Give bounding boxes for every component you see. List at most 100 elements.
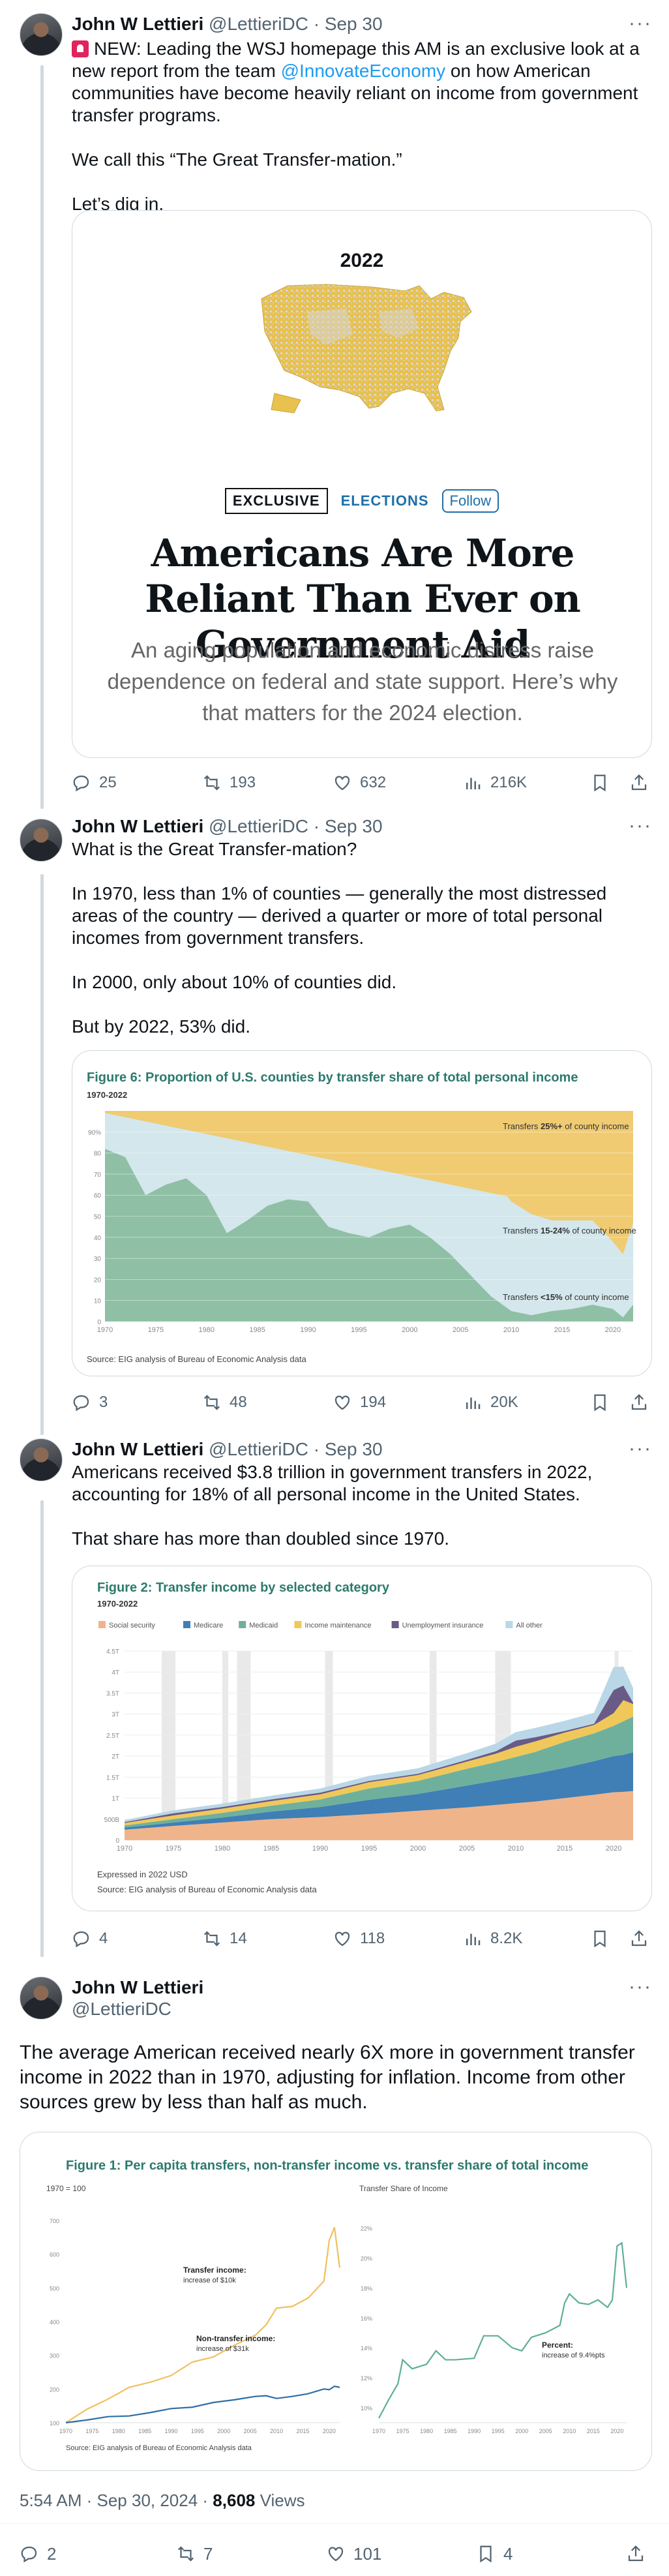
reply-count: 4: [99, 1930, 108, 1947]
reply-count: 3: [99, 1393, 108, 1411]
views-icon: [466, 1933, 481, 1945]
more-options-icon[interactable]: ···: [629, 815, 652, 836]
repost-button[interactable]: 48: [202, 1389, 247, 1416]
share-button[interactable]: [626, 2541, 646, 2567]
views-button[interactable]: 216K: [463, 770, 527, 796]
like-button[interactable]: 632: [333, 770, 386, 796]
figure-2-card[interactable]: Figure 2: Transfer income by selected ca…: [72, 1566, 652, 1911]
repost-button[interactable]: 14: [202, 1926, 247, 1952]
like-button[interactable]: 194: [333, 1389, 386, 1416]
like-button[interactable]: 101: [326, 2541, 381, 2567]
figure-6-card[interactable]: Figure 6: Proportion of U.S. counties by…: [72, 1050, 652, 1376]
repost-icon: [203, 775, 220, 791]
area-under-15: [105, 1149, 633, 1322]
avatar[interactable]: [20, 1438, 63, 1481]
x-tick-label: 2020: [605, 1326, 621, 1334]
repost-count: 7: [203, 2543, 213, 2564]
more-options-icon[interactable]: ···: [629, 1438, 652, 1459]
follow-button[interactable]: Follow: [441, 489, 499, 513]
chart-subtitle: 1970-2022: [87, 1090, 128, 1100]
y-tick-label: 600: [50, 2252, 59, 2258]
views-count: 8.2K: [490, 1930, 523, 1947]
main-tweet-text: The average American received nearly 6X …: [20, 2042, 635, 2113]
bookmark-button[interactable]: [590, 770, 610, 796]
legend-label: Income maintenance: [305, 1622, 371, 1629]
timestamp[interactable]: Sep 30: [324, 14, 383, 34]
views-button[interactable]: 20K: [463, 1389, 518, 1416]
y-tick-label: 80: [94, 1151, 102, 1158]
tweet-header: John W Lettieri @LettieriDC · Sep 30: [72, 13, 383, 35]
chart-source: Source: EIG analysis of Bureau of Econom…: [66, 2444, 252, 2452]
timestamp[interactable]: Sep 30: [324, 1439, 383, 1459]
x-tick-label: 1990: [312, 1845, 328, 1853]
author-name[interactable]: John W Lettieri: [72, 14, 204, 34]
bookmark-button[interactable]: [590, 1926, 610, 1952]
x-tick-label: 2010: [503, 1326, 519, 1334]
legend-swatch: [183, 1621, 190, 1628]
wsj-article-card[interactable]: 2022 EXCLUSIVE ELECTIONS Follow American…: [72, 210, 652, 758]
share-button[interactable]: [629, 770, 649, 796]
author-handle[interactable]: @LettieriDC: [72, 1999, 171, 2019]
annotation-bold: Transfer income:: [183, 2265, 246, 2275]
tweet-actions: 4 14 118 8.2K: [72, 1926, 652, 1952]
y-tick-label: 4.5T: [106, 1648, 119, 1656]
tweet-header: John W Lettieri @LettieriDC · Sep 30: [72, 815, 383, 838]
reply-button[interactable]: 4: [72, 1926, 108, 1952]
post-timestamp[interactable]: 5:54 AM · Sep 30, 2024 · 8,608 Views: [20, 2491, 305, 2510]
y-tick-label: 2T: [112, 1753, 119, 1761]
annotation-text: of county income: [570, 1226, 636, 1235]
thread-connector: [40, 65, 44, 809]
annotation-text: increase of 9.4%pts: [542, 2352, 605, 2359]
share-button[interactable]: [629, 1389, 649, 1416]
bookmark-button[interactable]: 4: [476, 2541, 513, 2567]
views-count: 20K: [490, 1393, 518, 1411]
repost-button[interactable]: 193: [202, 770, 256, 796]
x-tick-label: 2005: [244, 2428, 257, 2434]
y-tick-label: 200: [50, 2386, 59, 2393]
x-tick-label: 1970: [59, 2428, 72, 2434]
timestamp[interactable]: Sep 30: [324, 816, 383, 836]
y-tick-label: 12%: [361, 2375, 372, 2382]
x-tick-label: 2020: [606, 1845, 621, 1853]
views-icon: [466, 1397, 481, 1409]
x-tick-label: 2005: [539, 2428, 552, 2434]
views-button[interactable]: 8.2K: [463, 1926, 522, 1952]
avatar[interactable]: [20, 819, 63, 862]
author-handle[interactable]: @LettieriDC: [209, 1439, 308, 1459]
legend-swatch: [98, 1621, 106, 1628]
panel-label: 1970 = 100: [46, 2184, 86, 2193]
y-tick-label: 40: [94, 1235, 102, 1242]
author-name[interactable]: John W Lettieri: [72, 1977, 204, 1997]
badge-row: EXCLUSIVE ELECTIONS Follow: [72, 488, 651, 514]
reply-button[interactable]: 2: [20, 2541, 56, 2567]
author-name[interactable]: John W Lettieri: [72, 1439, 204, 1459]
like-button[interactable]: 118: [333, 1926, 385, 1952]
x-tick-label: 1985: [263, 1845, 279, 1853]
reply-icon: [73, 1931, 89, 1948]
share-button[interactable]: [629, 1926, 649, 1952]
reply-button[interactable]: 25: [72, 770, 117, 796]
x-tick-label: 1990: [165, 2428, 178, 2434]
separator: ·: [313, 1439, 320, 1459]
legend-label: Social security: [109, 1622, 155, 1629]
author-name[interactable]: John W Lettieri: [72, 816, 204, 836]
author-handle[interactable]: @LettieriDC: [209, 14, 308, 34]
bookmark-icon: [594, 1930, 606, 1948]
x-tick-label: 1995: [361, 1845, 377, 1853]
avatar[interactable]: [20, 13, 63, 56]
figure-1-card[interactable]: Figure 1: Per capita transfers, non-tran…: [20, 2132, 652, 2471]
x-tick-label: 1980: [420, 2428, 433, 2434]
series-line: [378, 2241, 628, 2419]
author-handle[interactable]: @LettieriDC: [209, 816, 308, 836]
reply-button[interactable]: 3: [72, 1389, 108, 1416]
avatar[interactable]: [20, 1977, 63, 2020]
bookmark-button[interactable]: [590, 1389, 610, 1416]
mention-link[interactable]: @InnovateEconomy: [280, 61, 446, 81]
area-medicaid: [125, 1716, 633, 1828]
repost-button[interactable]: 7: [176, 2541, 213, 2567]
recession-band: [222, 1651, 228, 1840]
more-options-icon[interactable]: ···: [629, 1976, 652, 1997]
repost-count: 48: [230, 1393, 247, 1411]
more-options-icon[interactable]: ···: [629, 12, 652, 34]
y-tick-label: 90%: [88, 1129, 101, 1136]
